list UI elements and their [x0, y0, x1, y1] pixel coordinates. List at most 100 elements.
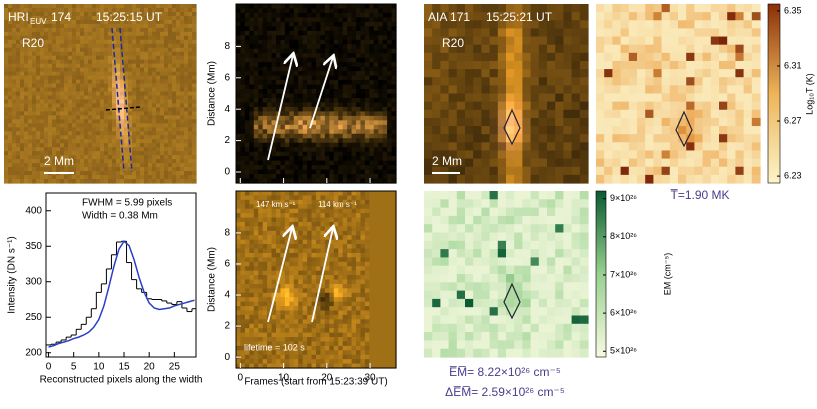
- pixel: [293, 39, 299, 45]
- pixel: [324, 165, 330, 171]
- pixel: [751, 36, 761, 46]
- pixel: [180, 155, 185, 160]
- pixel: [164, 15, 169, 21]
- pixel: [653, 174, 663, 184]
- pixel: [298, 133, 304, 139]
- pixel: [293, 133, 299, 139]
- pixel: [596, 60, 605, 70]
- pixel: [280, 80, 286, 86]
- pixel: [694, 12, 704, 21]
- pixel: [36, 139, 41, 144]
- pixel: [555, 4, 564, 13]
- pixel: [120, 15, 125, 21]
- pixel: [307, 133, 313, 139]
- pixel: [547, 85, 556, 95]
- pixel: [56, 47, 61, 53]
- pixel: [320, 75, 326, 81]
- pixel: [628, 174, 638, 184]
- pixel: [342, 39, 348, 45]
- pixel: [32, 19, 37, 25]
- pixel: [579, 44, 589, 54]
- pixel: [373, 106, 379, 112]
- pixel: [236, 142, 242, 148]
- pixel: [497, 134, 507, 143]
- pixel: [28, 47, 33, 53]
- pixel: [387, 142, 393, 148]
- pixel: [360, 39, 366, 45]
- pixel: [324, 111, 330, 117]
- pixel: [152, 127, 157, 132]
- pixel: [620, 93, 630, 103]
- pixel: [188, 147, 193, 152]
- pixel: [176, 91, 181, 97]
- pixel: [164, 75, 169, 81]
- pixel: [16, 15, 21, 21]
- pixel: [16, 67, 21, 73]
- pixel: [160, 99, 165, 105]
- pixel: [36, 107, 41, 112]
- pixel: [338, 133, 344, 139]
- pixel: [48, 167, 53, 172]
- pixel: [52, 111, 57, 116]
- pixel: [351, 147, 357, 153]
- pixel: [40, 35, 45, 41]
- pixel: [80, 67, 85, 73]
- pixel: [338, 147, 344, 153]
- pixel: [465, 117, 474, 127]
- pixel: [24, 171, 29, 176]
- pixel: [144, 59, 149, 65]
- pixel: [80, 171, 85, 176]
- pixel: [36, 27, 41, 33]
- pixel: [424, 232, 433, 242]
- pixel: [694, 109, 704, 119]
- pixel: [694, 36, 704, 46]
- pixel: [391, 84, 397, 90]
- pixel: [735, 52, 745, 62]
- pixel: [360, 191, 366, 197]
- pixel: [120, 11, 125, 17]
- pixel: [168, 83, 173, 89]
- pixel: [32, 39, 37, 45]
- pixel: [620, 36, 630, 46]
- pixel: [60, 11, 65, 17]
- pixel: [80, 83, 85, 89]
- pixel: [387, 199, 393, 205]
- pixel: [244, 84, 250, 90]
- pixel: [80, 151, 85, 156]
- pixel: [56, 95, 61, 101]
- pixel: [28, 19, 33, 25]
- pixel: [347, 21, 353, 27]
- pixel: [92, 79, 97, 85]
- pixel: [360, 30, 366, 36]
- pixel: [48, 79, 53, 85]
- pixel: [351, 93, 357, 99]
- pixel: [333, 17, 339, 23]
- pixel: [92, 23, 97, 29]
- pixel: [555, 274, 564, 283]
- pixel: [465, 340, 474, 350]
- pixel: [32, 159, 37, 164]
- pixel: [489, 158, 499, 168]
- pixel: [152, 107, 157, 112]
- pixel: [48, 143, 53, 148]
- pixel: [164, 55, 169, 61]
- pixel: [448, 207, 458, 217]
- pixel: [391, 12, 397, 19]
- pixel: [298, 178, 304, 184]
- pixel: [276, 66, 282, 72]
- pixel: [333, 174, 339, 180]
- pixel: [148, 115, 153, 120]
- pixel: [563, 12, 573, 21]
- pixel: [84, 163, 89, 168]
- pixel: [267, 174, 273, 180]
- pixel: [176, 75, 181, 81]
- pixel: [440, 93, 450, 103]
- pixel: [694, 28, 704, 38]
- pixel: [24, 23, 29, 29]
- pixel: [76, 83, 81, 89]
- pixel: [156, 7, 161, 13]
- pixel: [333, 89, 339, 95]
- pixel: [473, 52, 482, 62]
- pixel: [302, 169, 308, 175]
- pixel: [164, 83, 169, 89]
